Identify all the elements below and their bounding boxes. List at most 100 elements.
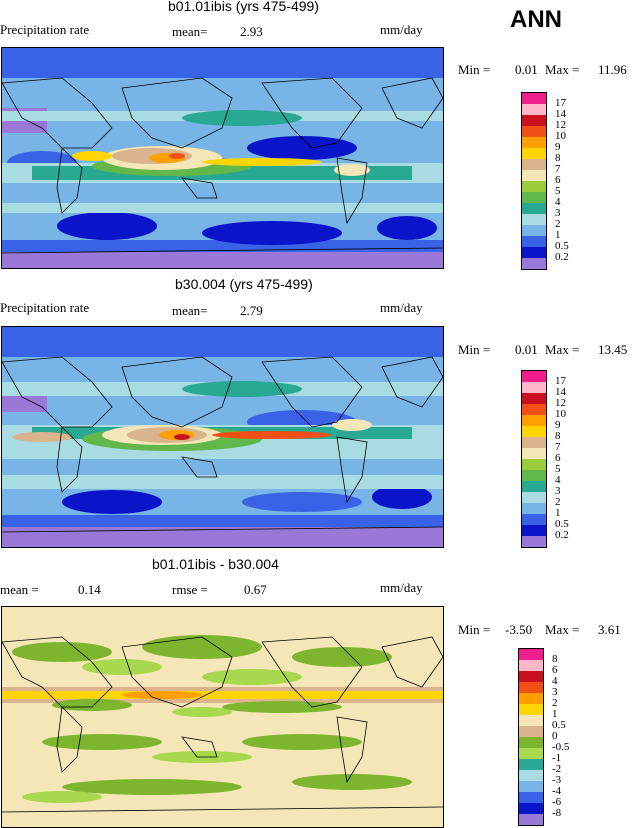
panel-1-mean-value: 2.93 bbox=[240, 24, 263, 39]
colorbar-tick-label: 6 bbox=[555, 174, 561, 186]
colorbar-tick-label: 1 bbox=[552, 708, 558, 720]
colorbar-swatch bbox=[522, 525, 546, 536]
panel-2-min-value: 0.01 bbox=[515, 342, 538, 357]
colorbar-tick-label: -6 bbox=[552, 796, 562, 808]
season-label: ANN bbox=[510, 6, 562, 33]
colorbar-swatch bbox=[522, 448, 546, 459]
colorbar-tick-label: 8 bbox=[555, 152, 561, 164]
colorbar-swatch bbox=[522, 181, 546, 192]
panel-1-colorbar bbox=[521, 92, 547, 270]
colorbar-swatch bbox=[522, 258, 546, 269]
colorbar-tick-label: 4 bbox=[555, 474, 561, 486]
colorbar-tick-label: 14 bbox=[555, 108, 566, 120]
colorbar-swatch bbox=[522, 470, 546, 481]
colorbar-tick-label: 8 bbox=[555, 430, 561, 442]
colorbar-swatch bbox=[519, 682, 543, 693]
panel-2-colorbar bbox=[521, 370, 547, 548]
colorbar-swatch bbox=[519, 693, 543, 704]
colorbar-swatch bbox=[522, 137, 546, 148]
panel-3-mean-label: mean = bbox=[0, 582, 39, 597]
colorbar-tick-label: 4 bbox=[555, 196, 561, 208]
colorbar-swatch bbox=[519, 660, 543, 671]
colorbar-tick-label: -4 bbox=[552, 785, 562, 797]
colorbar-tick-label: 1 bbox=[555, 507, 561, 519]
panel-1-map bbox=[1, 47, 444, 269]
panel-3-max-value: 3.61 bbox=[598, 622, 621, 637]
panel-1-max-value: 11.96 bbox=[598, 62, 627, 77]
panel-3-min-label: Min = bbox=[458, 622, 491, 637]
colorbar-tick-label: 0.2 bbox=[555, 251, 569, 263]
colorbar-swatch bbox=[519, 814, 543, 825]
colorbar-tick-label: 12 bbox=[555, 397, 566, 409]
colorbar-tick-label: 4 bbox=[552, 675, 558, 687]
colorbar-swatch bbox=[519, 759, 543, 770]
colorbar-swatch bbox=[522, 148, 546, 159]
colorbar-tick-label: 0.5 bbox=[555, 240, 569, 252]
colorbar-swatch bbox=[522, 371, 546, 382]
colorbar-swatch bbox=[522, 170, 546, 181]
colorbar-swatch bbox=[522, 404, 546, 415]
colorbar-swatch bbox=[519, 803, 543, 814]
panel-1-field-label: Precipitation rate bbox=[0, 22, 90, 37]
panel-1-title: b01.01ibis (yrs 475-499) bbox=[168, 0, 319, 14]
colorbar-swatch bbox=[522, 503, 546, 514]
colorbar-tick-label: 3 bbox=[555, 485, 561, 497]
colorbar-tick-label: 0.2 bbox=[555, 529, 569, 541]
colorbar-tick-label: 5 bbox=[555, 185, 561, 197]
colorbar-swatch bbox=[522, 437, 546, 448]
colorbar-tick-label: 9 bbox=[555, 419, 561, 431]
panel-3-max-label: Max = bbox=[545, 622, 580, 637]
colorbar-swatch bbox=[519, 770, 543, 781]
colorbar-tick-label: 6 bbox=[555, 452, 561, 464]
panel-2-field-label: Precipitation rate bbox=[0, 300, 90, 315]
panel-2-min-label: Min = bbox=[458, 342, 491, 357]
colorbar-tick-label: 10 bbox=[555, 408, 566, 420]
panel-3-units: mm/day bbox=[380, 580, 423, 595]
colorbar-swatch bbox=[522, 115, 546, 126]
colorbar-tick-label: -0.5 bbox=[552, 741, 570, 753]
panel-2-units: mm/day bbox=[380, 300, 423, 315]
colorbar-tick-label: 7 bbox=[555, 441, 561, 453]
colorbar-swatch bbox=[519, 715, 543, 726]
colorbar-swatch bbox=[522, 426, 546, 437]
colorbar-tick-label: 0 bbox=[552, 730, 558, 742]
colorbar-swatch bbox=[522, 214, 546, 225]
colorbar-swatch bbox=[519, 792, 543, 803]
colorbar-swatch bbox=[522, 514, 546, 525]
panel-2-max-label: Max = bbox=[545, 342, 580, 357]
panel-2-title: b30.004 (yrs 475-499) bbox=[175, 276, 313, 292]
colorbar-tick-label: -1 bbox=[552, 752, 562, 764]
colorbar-swatch bbox=[519, 704, 543, 715]
panel-1-min-value: 0.01 bbox=[515, 62, 538, 77]
panel-3-rmse-label: rmse = bbox=[172, 582, 208, 597]
panel-3-map bbox=[1, 606, 444, 828]
colorbar-tick-label: 1 bbox=[555, 229, 561, 241]
colorbar-swatch bbox=[522, 104, 546, 115]
colorbar-swatch bbox=[522, 192, 546, 203]
panel-3-colorbar bbox=[518, 648, 544, 826]
colorbar-tick-label: 2 bbox=[555, 218, 561, 230]
colorbar-tick-label: 10 bbox=[555, 130, 566, 142]
panel-3-min-value: -3.50 bbox=[505, 622, 533, 637]
colorbar-swatch bbox=[522, 393, 546, 404]
colorbar-tick-label: 9 bbox=[555, 141, 561, 153]
panel-3-mean-value: 0.14 bbox=[78, 582, 101, 597]
colorbar-tick-label: 17 bbox=[555, 375, 566, 387]
panel-1-max-label: Max = bbox=[545, 62, 580, 77]
colorbar-tick-label: 0.5 bbox=[555, 518, 569, 530]
colorbar-tick-label: 6 bbox=[552, 664, 558, 676]
panel-3-title: b01.01ibis - b30.004 bbox=[152, 556, 279, 572]
colorbar-swatch bbox=[522, 459, 546, 470]
colorbar-swatch bbox=[519, 649, 543, 660]
panel-1-min-label: Min = bbox=[458, 62, 491, 77]
panel-2-map bbox=[1, 326, 444, 548]
colorbar-tick-label: -8 bbox=[552, 807, 562, 819]
colorbar-swatch bbox=[522, 247, 546, 258]
colorbar-tick-label: 14 bbox=[555, 386, 566, 398]
colorbar-tick-label: 7 bbox=[555, 163, 561, 175]
colorbar-swatch bbox=[519, 781, 543, 792]
colorbar-swatch bbox=[522, 492, 546, 503]
colorbar-tick-label: 2 bbox=[552, 697, 558, 709]
colorbar-tick-label: 0.5 bbox=[552, 719, 566, 731]
colorbar-swatch bbox=[522, 126, 546, 137]
